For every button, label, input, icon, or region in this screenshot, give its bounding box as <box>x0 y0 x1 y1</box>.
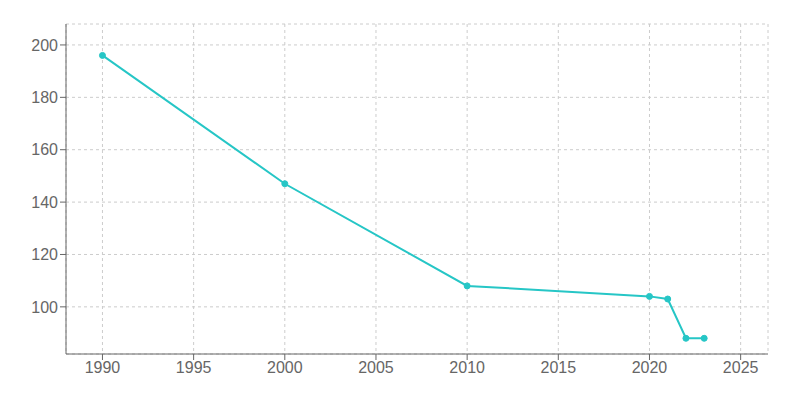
svg-text:2000: 2000 <box>267 359 303 376</box>
svg-text:2010: 2010 <box>449 359 485 376</box>
svg-text:200: 200 <box>31 37 58 54</box>
svg-text:2005: 2005 <box>358 359 394 376</box>
svg-text:120: 120 <box>31 246 58 263</box>
svg-text:1995: 1995 <box>176 359 212 376</box>
svg-text:2020: 2020 <box>632 359 668 376</box>
svg-text:2025: 2025 <box>723 359 759 376</box>
svg-text:100: 100 <box>31 299 58 316</box>
svg-text:140: 140 <box>31 194 58 211</box>
svg-text:160: 160 <box>31 141 58 158</box>
svg-text:1990: 1990 <box>85 359 121 376</box>
svg-text:180: 180 <box>31 89 58 106</box>
svg-text:2015: 2015 <box>541 359 577 376</box>
